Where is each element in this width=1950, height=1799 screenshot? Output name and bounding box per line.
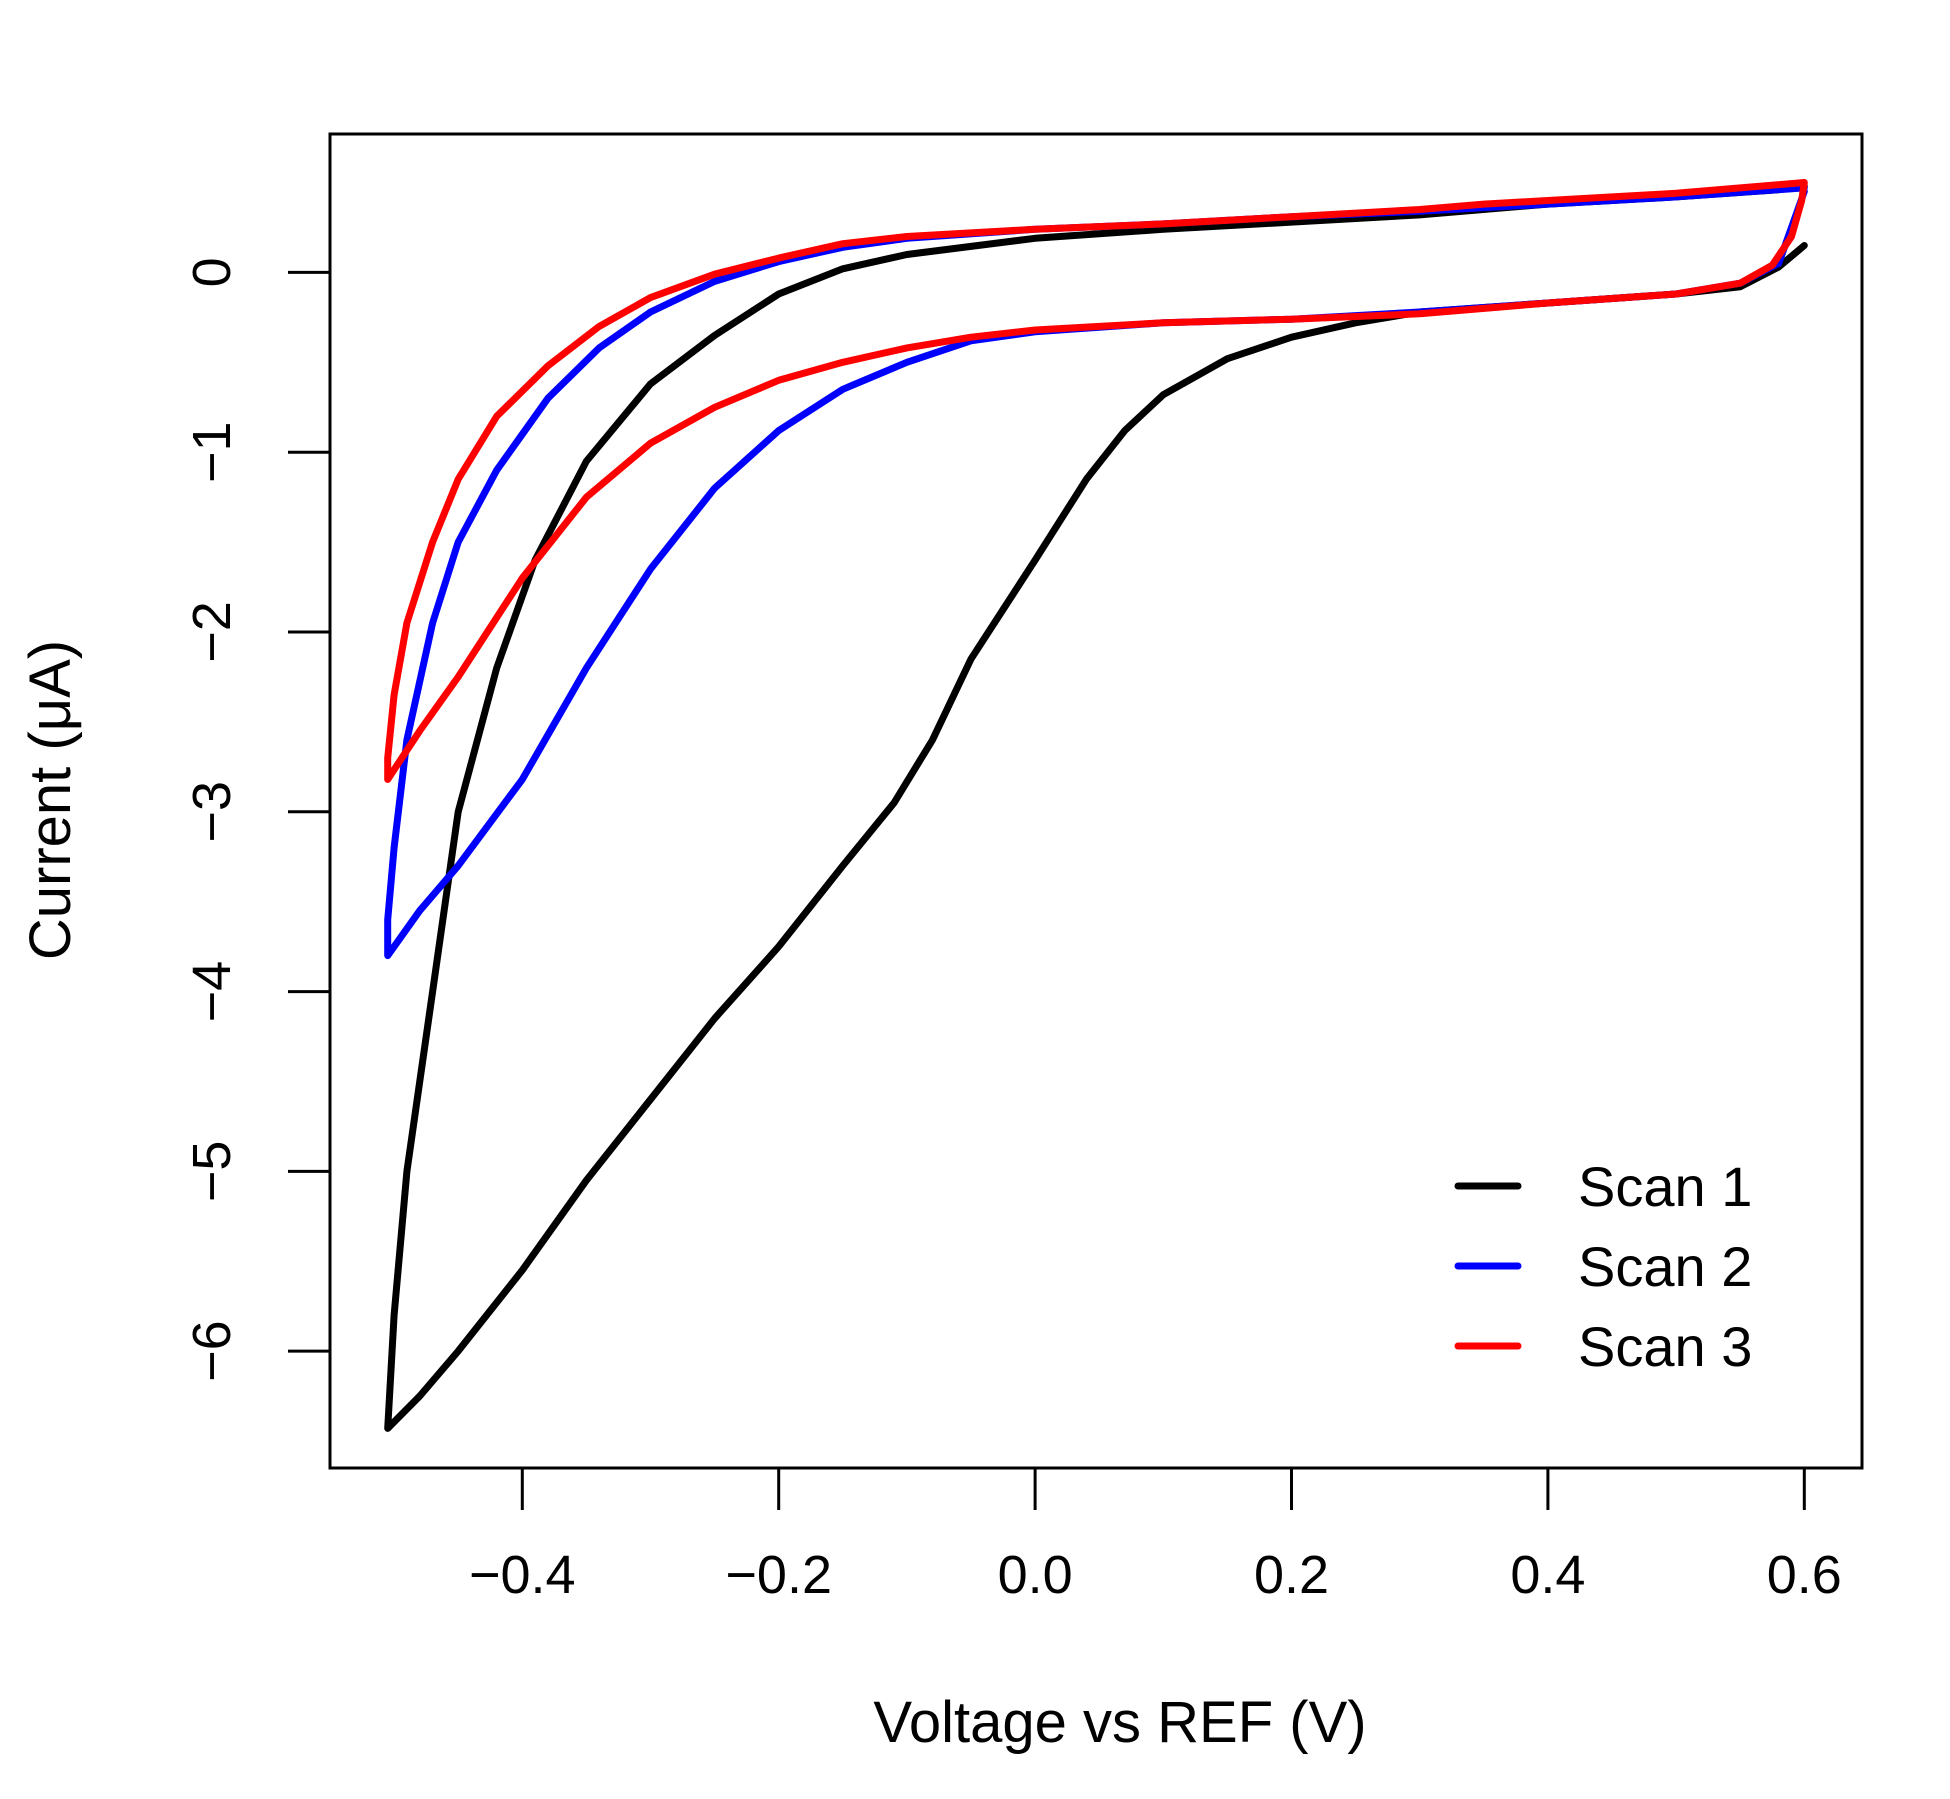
legend-label-scan-2: Scan 2: [1578, 1235, 1752, 1298]
y-tick-label: −4: [182, 961, 242, 1023]
y-tick-label: 0: [182, 257, 242, 287]
legend-label-scan-1: Scan 1: [1578, 1155, 1752, 1218]
y-tick-label: −3: [182, 781, 242, 843]
legend: Scan 1 Scan 2 Scan 3: [1454, 1155, 1752, 1378]
x-tick-label: 0.0: [998, 1545, 1073, 1605]
x-tick-label: −0.2: [725, 1545, 832, 1605]
x-tick-label: 0.4: [1510, 1545, 1585, 1605]
y-axis: 0 −1 −2 −3 −4 −5 −6: [182, 257, 330, 1382]
x-axis: −0.4 −0.2 0.0 0.2 0.4 0.6: [469, 1468, 1842, 1605]
x-tick-label: −0.4: [469, 1545, 576, 1605]
y-tick-label: −5: [182, 1141, 242, 1203]
series-line-scan-1: [384, 182, 1808, 1432]
series-layer: [384, 179, 1808, 1432]
y-axis-title: Current (μA): [18, 640, 83, 960]
x-tick-label: 0.2: [1254, 1545, 1329, 1605]
y-tick-label: −6: [182, 1320, 242, 1382]
y-tick-label: −2: [182, 601, 242, 663]
plot-frame: [328, 132, 1864, 1470]
legend-label-scan-3: Scan 3: [1578, 1315, 1752, 1378]
x-tick-label: 0.6: [1767, 1545, 1842, 1605]
series-line-scan-3: [384, 179, 1808, 783]
y-tick-label: −1: [182, 421, 242, 483]
x-axis-title: Voltage vs REF (V): [873, 1690, 1366, 1755]
